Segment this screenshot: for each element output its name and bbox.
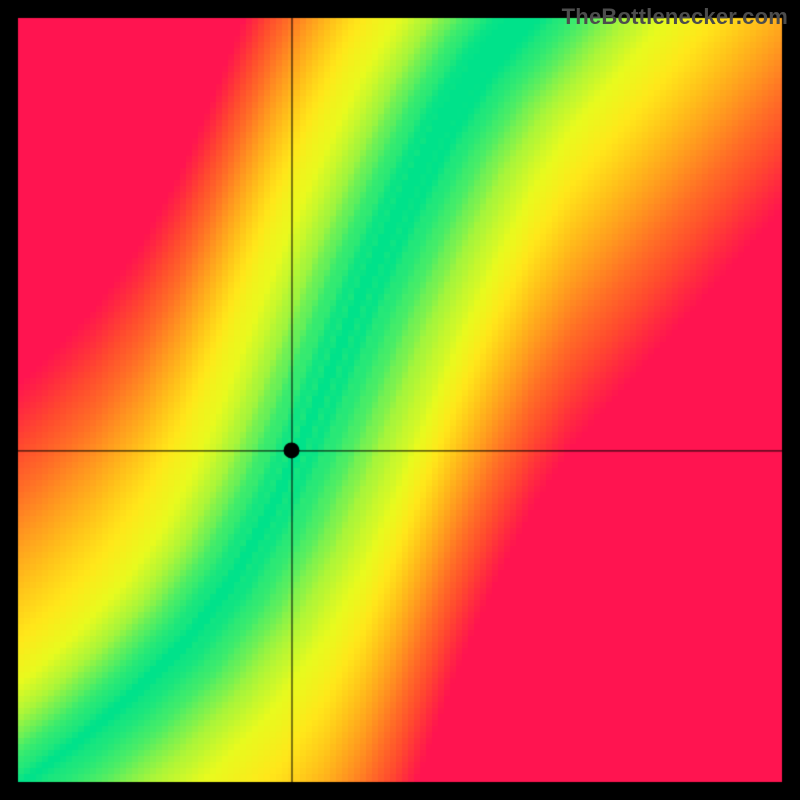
bottleneck-heatmap (0, 0, 800, 800)
chart-container: TheBottlenecker.com (0, 0, 800, 800)
watermark-text: TheBottlenecker.com (562, 4, 788, 30)
